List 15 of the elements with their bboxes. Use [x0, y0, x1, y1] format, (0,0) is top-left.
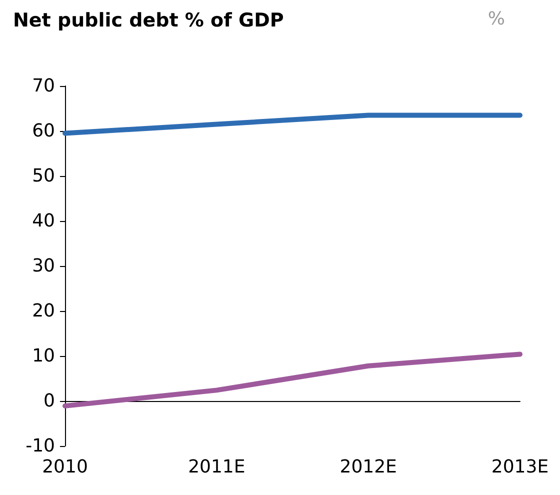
x-tick-label: 2011E: [188, 456, 246, 478]
y-tick-label: 50: [32, 166, 55, 186]
y-tick-label: 40: [32, 210, 55, 232]
y-tick-label: 10: [32, 346, 55, 366]
y-tick-label: 20: [32, 300, 55, 322]
chart-title: Net public debt % of GDP: [13, 10, 284, 32]
x-tick-label: 2012E: [340, 456, 397, 478]
x-tick-label: 2013E: [491, 456, 549, 478]
y-axis-title: %: [488, 8, 505, 30]
y-tick-label: 0: [44, 390, 55, 412]
y-tick-label: -10: [26, 436, 55, 456]
y-tick-label: 60: [32, 120, 55, 142]
y-tick-label: 30: [32, 256, 55, 276]
y-tick-label: 70: [32, 76, 55, 96]
x-tick-label: 2010: [42, 456, 88, 478]
